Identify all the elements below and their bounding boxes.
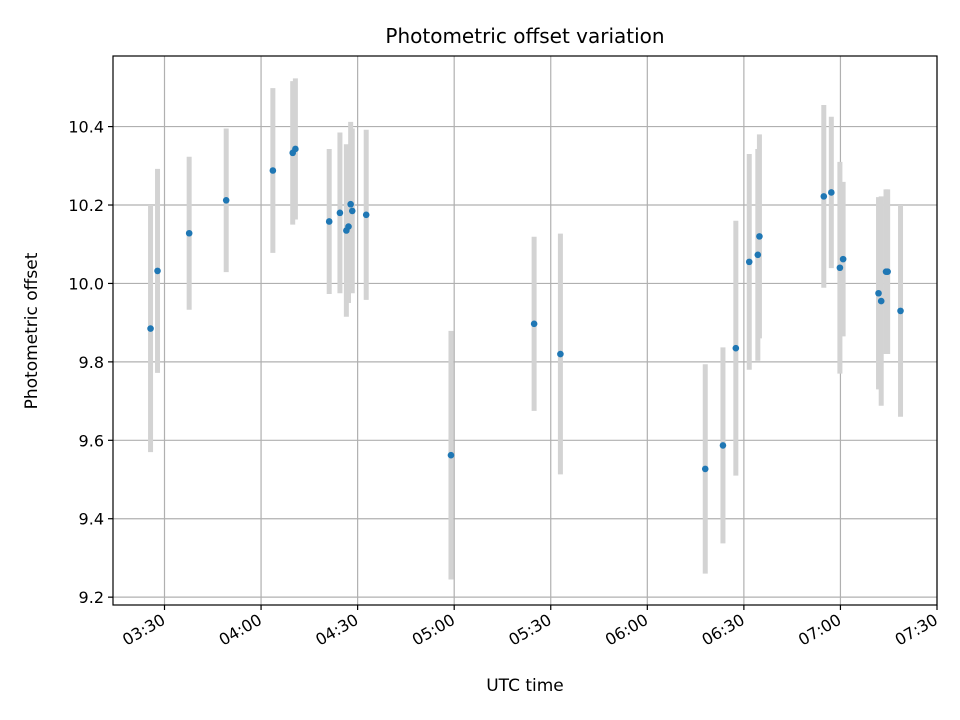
- data-point-6: [292, 145, 299, 153]
- data-point-26: [839, 255, 847, 263]
- y-tick-label-4: 10.0: [68, 274, 104, 293]
- y-axis-label: Photometric offset: [22, 252, 42, 409]
- x-tick-label-5: 06:00: [602, 610, 651, 650]
- x-tick-label-1: 04:00: [216, 610, 265, 650]
- data-point-16: [557, 350, 564, 358]
- x-tick-label-6: 06:30: [698, 610, 747, 650]
- data-point-10: [345, 223, 352, 230]
- x-tick-label-7: 07:00: [795, 610, 844, 650]
- data-point-3: [222, 197, 230, 204]
- data-point-24: [828, 189, 835, 196]
- data-point-27: [875, 289, 882, 297]
- x-tick-label-3: 05:00: [409, 610, 458, 650]
- data-point-23: [820, 193, 828, 200]
- data-point-20: [745, 258, 753, 266]
- y-tick-label-0: 9.2: [79, 588, 104, 607]
- data-point-12: [348, 207, 356, 215]
- data-point-13: [362, 211, 370, 219]
- data-point-11: [347, 200, 354, 208]
- y-tick-label-3: 9.8: [79, 353, 104, 372]
- x-tick-label-0: 03:30: [119, 610, 168, 650]
- data-point-2: [185, 229, 193, 237]
- x-axis-ticks: 03:30 04:00 04:30 05:00 05:30 06:00 06:30 07:00…: [119, 605, 941, 650]
- data-point-17: [701, 465, 709, 473]
- data-point-19: [732, 344, 740, 352]
- data-point-31: [897, 307, 904, 315]
- y-tick-label-2: 9.6: [79, 431, 104, 450]
- x-tick-label-4: 05:30: [505, 610, 554, 650]
- y-axis-ticks: 9.2 9.4 9.6 9.8 10.0 10.2 10.4: [68, 118, 113, 607]
- data-point-15: [530, 320, 538, 328]
- data-point-25: [836, 264, 844, 272]
- data-point-8: [336, 209, 344, 217]
- data-point-18: [719, 442, 727, 449]
- x-tick-label-8: 07:30: [892, 610, 941, 650]
- data-point-22: [756, 233, 763, 240]
- data-point-28: [877, 297, 885, 305]
- y-tick-label-5: 10.2: [68, 196, 104, 215]
- data-point-14: [447, 451, 455, 459]
- data-points: [147, 145, 904, 473]
- data-point-1: [154, 267, 161, 275]
- y-tick-label-1: 9.4: [79, 510, 104, 529]
- data-point-0: [147, 325, 154, 332]
- data-point-7: [325, 218, 333, 225]
- data-point-30: [884, 268, 891, 275]
- chart-title: Photometric offset variation: [385, 24, 664, 48]
- y-tick-label-6: 10.4: [68, 118, 104, 137]
- data-point-4: [269, 167, 277, 174]
- x-tick-label-2: 04:30: [312, 610, 361, 650]
- grid: [113, 56, 938, 605]
- data-point-21: [754, 251, 762, 259]
- x-axis-label: UTC time: [486, 676, 564, 696]
- error-bars: [148, 78, 904, 580]
- plot-frame: [112, 55, 938, 606]
